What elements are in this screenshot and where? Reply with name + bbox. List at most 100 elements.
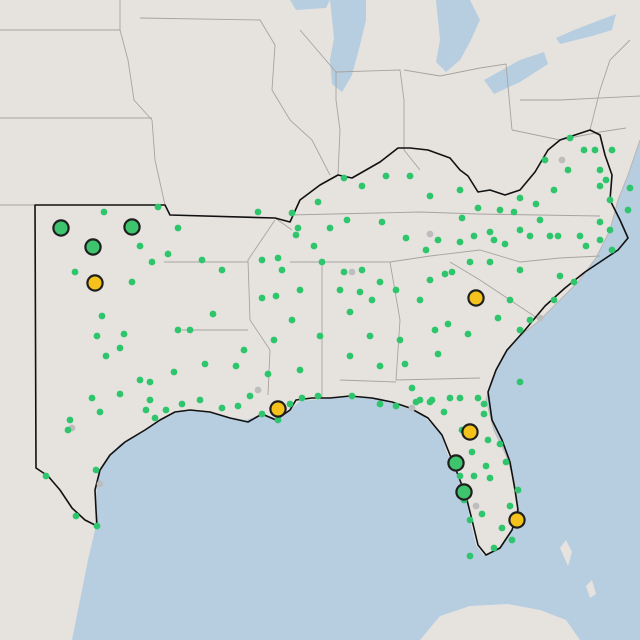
small-point[interactable] bbox=[626, 184, 634, 192]
small-point[interactable] bbox=[566, 134, 574, 142]
marker-yellow-3[interactable] bbox=[269, 400, 287, 418]
small-point[interactable] bbox=[496, 440, 504, 448]
small-point[interactable] bbox=[490, 236, 498, 244]
small-point[interactable] bbox=[516, 266, 524, 274]
small-point[interactable] bbox=[486, 474, 494, 482]
small-point[interactable] bbox=[570, 278, 578, 286]
small-point[interactable] bbox=[516, 378, 524, 386]
small-point[interactable] bbox=[510, 208, 518, 216]
small-point[interactable] bbox=[296, 366, 304, 374]
small-point[interactable] bbox=[608, 146, 616, 154]
small-point[interactable] bbox=[292, 231, 300, 239]
small-point[interactable] bbox=[346, 308, 354, 316]
small-point[interactable] bbox=[358, 182, 366, 190]
small-point[interactable] bbox=[606, 226, 614, 234]
small-point[interactable] bbox=[466, 516, 474, 524]
small-point[interactable] bbox=[102, 352, 110, 360]
small-point[interactable] bbox=[546, 232, 554, 240]
small-point[interactable] bbox=[146, 396, 154, 404]
small-point[interactable] bbox=[348, 392, 356, 400]
small-point[interactable] bbox=[474, 394, 482, 402]
small-point[interactable] bbox=[494, 314, 502, 322]
small-point[interactable] bbox=[406, 172, 414, 180]
small-point[interactable] bbox=[392, 402, 400, 410]
small-point[interactable] bbox=[591, 146, 599, 154]
small-point[interactable] bbox=[490, 544, 498, 552]
small-point[interactable] bbox=[326, 224, 334, 232]
small-point[interactable] bbox=[580, 146, 588, 154]
small-point[interactable] bbox=[148, 258, 156, 266]
small-point[interactable] bbox=[416, 396, 424, 404]
small-point[interactable] bbox=[162, 406, 170, 414]
small-point[interactable] bbox=[336, 286, 344, 294]
small-point[interactable] bbox=[164, 250, 172, 258]
small-point[interactable] bbox=[258, 294, 266, 302]
small-point[interactable] bbox=[514, 486, 522, 494]
small-point[interactable] bbox=[480, 400, 488, 408]
small-point[interactable] bbox=[96, 408, 104, 416]
small-point[interactable] bbox=[270, 336, 278, 344]
small-point[interactable] bbox=[516, 226, 524, 234]
small-point[interactable] bbox=[340, 268, 348, 276]
small-point[interactable] bbox=[366, 332, 374, 340]
small-point[interactable] bbox=[526, 316, 534, 324]
small-point[interactable] bbox=[596, 166, 604, 174]
small-point[interactable] bbox=[556, 272, 564, 280]
small-point[interactable] bbox=[274, 254, 282, 262]
small-point[interactable] bbox=[343, 216, 351, 224]
small-point[interactable] bbox=[209, 310, 217, 318]
small-point[interactable] bbox=[288, 316, 296, 324]
small-point[interactable] bbox=[186, 326, 194, 334]
small-point[interactable] bbox=[506, 296, 514, 304]
small-point[interactable] bbox=[178, 400, 186, 408]
small-point[interactable] bbox=[346, 352, 354, 360]
small-point[interactable] bbox=[408, 384, 416, 392]
small-point[interactable] bbox=[92, 466, 100, 474]
small-point[interactable] bbox=[358, 266, 366, 274]
small-point[interactable] bbox=[234, 402, 242, 410]
small-point[interactable] bbox=[136, 376, 144, 384]
small-point[interactable] bbox=[246, 392, 254, 400]
small-point[interactable] bbox=[508, 536, 516, 544]
small-point[interactable] bbox=[340, 174, 348, 182]
small-point[interactable] bbox=[154, 203, 162, 211]
small-point[interactable] bbox=[431, 326, 439, 334]
small-point[interactable] bbox=[482, 462, 490, 470]
marker-yellow-4[interactable] bbox=[461, 423, 479, 441]
small-point[interactable] bbox=[446, 394, 454, 402]
small-point[interactable] bbox=[93, 332, 101, 340]
small-point[interactable] bbox=[426, 398, 434, 406]
small-point[interactable] bbox=[278, 266, 286, 274]
small-point[interactable] bbox=[564, 166, 572, 174]
small-point[interactable] bbox=[576, 232, 584, 240]
small-point[interactable] bbox=[526, 232, 534, 240]
small-point[interactable] bbox=[456, 394, 464, 402]
small-point[interactable] bbox=[382, 172, 390, 180]
small-point[interactable] bbox=[486, 228, 494, 236]
small-point[interactable] bbox=[502, 458, 510, 466]
small-point[interactable] bbox=[396, 336, 404, 344]
small-point[interactable] bbox=[456, 186, 464, 194]
small-point[interactable] bbox=[550, 186, 558, 194]
small-point[interactable] bbox=[196, 396, 204, 404]
small-point[interactable] bbox=[416, 296, 424, 304]
small-point[interactable] bbox=[100, 208, 108, 216]
small-point[interactable] bbox=[516, 194, 524, 202]
small-point[interactable] bbox=[480, 410, 488, 418]
small-point[interactable] bbox=[440, 408, 448, 416]
small-point[interactable] bbox=[198, 256, 206, 264]
small-point[interactable] bbox=[486, 258, 494, 266]
small-point[interactable] bbox=[294, 224, 302, 232]
small-point[interactable] bbox=[136, 242, 144, 250]
small-point[interactable] bbox=[466, 552, 474, 560]
small-point[interactable] bbox=[98, 312, 106, 320]
small-point[interactable] bbox=[71, 268, 79, 276]
small-point[interactable] bbox=[441, 270, 449, 278]
small-point[interactable] bbox=[93, 522, 101, 530]
small-point[interactable] bbox=[64, 426, 72, 434]
small-point[interactable] bbox=[596, 218, 604, 226]
small-point[interactable] bbox=[66, 416, 74, 424]
small-point[interactable] bbox=[318, 258, 326, 266]
small-point[interactable] bbox=[554, 232, 562, 240]
small-point[interactable] bbox=[501, 240, 509, 248]
